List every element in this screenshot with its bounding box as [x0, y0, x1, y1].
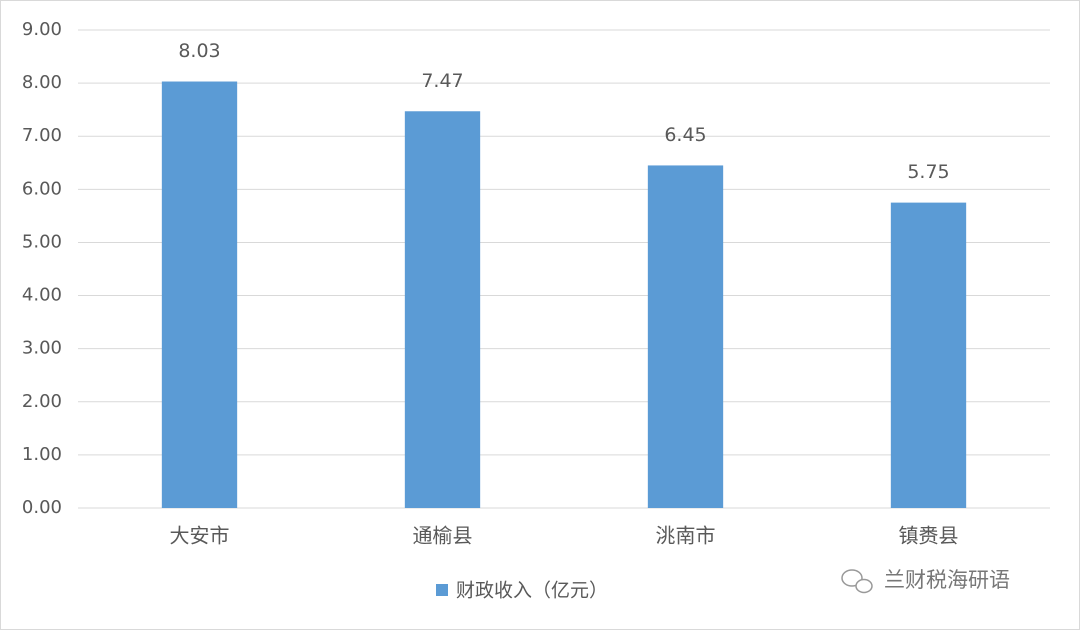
y-tick-label: 9.00: [22, 19, 62, 40]
legend-swatch: [436, 584, 448, 596]
data-label: 7.47: [421, 70, 463, 92]
watermark-icon: [841, 569, 863, 587]
watermark-icon: [855, 578, 873, 594]
watermark: 兰财税海研语: [841, 568, 1010, 594]
legend-label: 财政收入（亿元）: [456, 580, 608, 602]
y-tick-label: 0.00: [22, 497, 62, 518]
y-tick-label: 4.00: [22, 285, 62, 306]
x-tick-label: 洮南市: [656, 524, 716, 548]
data-label: 5.75: [907, 161, 949, 183]
bar: [647, 165, 724, 508]
x-tick-label: 镇赉县: [899, 524, 959, 548]
watermark-text: 兰财税海研语: [884, 568, 1010, 592]
bar: [404, 111, 481, 508]
y-tick-label: 1.00: [22, 444, 62, 465]
data-label: 6.45: [664, 124, 706, 146]
x-tick-label: 通榆县: [413, 524, 473, 548]
y-tick-label: 5.00: [22, 231, 62, 252]
x-tick-label: 大安市: [170, 524, 230, 548]
y-tick-label: 6.00: [22, 178, 62, 199]
y-tick-label: 3.00: [22, 338, 62, 359]
y-tick-label: 8.00: [22, 72, 62, 93]
bar: [161, 81, 238, 509]
y-tick-label: 7.00: [22, 125, 62, 146]
bar: [890, 202, 967, 508]
data-label: 8.03: [178, 40, 220, 62]
y-tick-label: 2.00: [22, 391, 62, 412]
